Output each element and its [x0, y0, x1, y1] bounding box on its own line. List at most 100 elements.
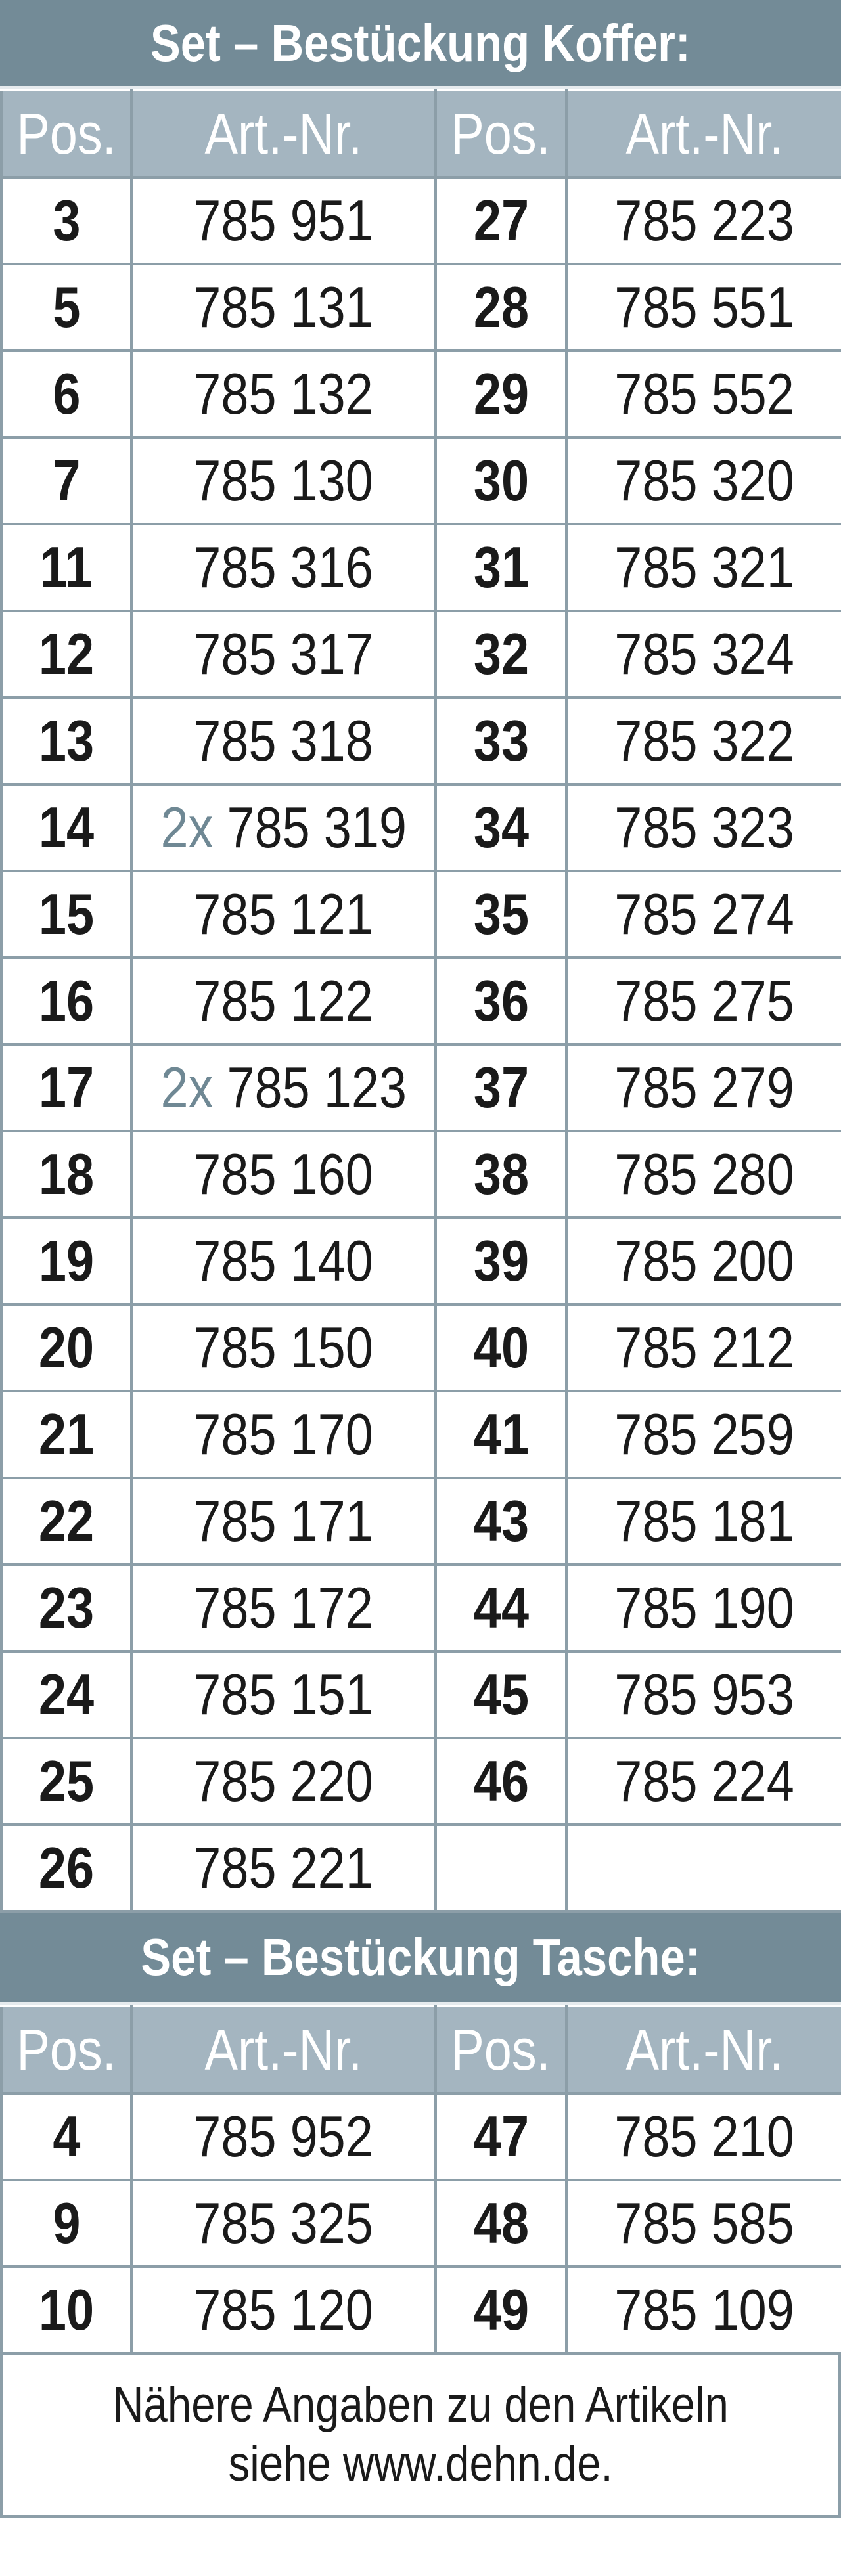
- pos-cell: 32: [434, 610, 568, 699]
- pos-cell: 43: [434, 1477, 568, 1566]
- pos-cell: 13: [0, 696, 133, 786]
- art-nr-cell: 785 200: [565, 1216, 841, 1306]
- pos-cell: 29: [434, 349, 568, 439]
- table-row: 22 785 171 43 785 181: [0, 1477, 841, 1566]
- art-nr-cell: 785 130: [130, 436, 437, 525]
- pos-cell: 36: [434, 956, 568, 1046]
- pos-cell: 26: [0, 1823, 133, 1913]
- table-row: 9 785 325 48 785 585: [0, 2179, 841, 2268]
- pos-cell: 30: [434, 436, 568, 525]
- koffer-title: Set – Bestückung Koffer:: [0, 0, 841, 89]
- pos-cell: 7: [0, 436, 133, 525]
- art-nr-cell: 785 316: [130, 523, 437, 612]
- table-row: 5 785 131 28 785 551: [0, 263, 841, 352]
- pos-cell: 15: [0, 870, 133, 959]
- pos-cell: 31: [434, 523, 568, 612]
- table-row: 14 2x 785 319 34 785 323: [0, 783, 841, 872]
- art-nr-cell: 785 280: [565, 1130, 841, 1219]
- header-row: Pos. Art.-Nr. Pos. Art.-Nr.: [0, 89, 841, 179]
- pos-cell: 46: [434, 1737, 568, 1826]
- pos-cell: 14: [0, 783, 133, 872]
- pos-cell: 33: [434, 696, 568, 786]
- pos-cell: 49: [434, 2265, 568, 2355]
- pos-cell: 3: [0, 176, 133, 265]
- pos-cell: 40: [434, 1303, 568, 1392]
- art-nr-cell: 785 325: [130, 2179, 437, 2268]
- table-row: 4 785 952 47 785 210: [0, 2092, 841, 2181]
- table-row: 16 785 122 36 785 275: [0, 956, 841, 1046]
- pos-cell: 5: [0, 263, 133, 352]
- header-pos: Pos.: [434, 89, 568, 179]
- art-nr-cell: 785 150: [130, 1303, 437, 1392]
- footer-note: Nähere Angaben zu den Artikeln siehe www…: [0, 2355, 841, 2518]
- art-nr-cell: 785 190: [565, 1563, 841, 1653]
- pos-cell: 9: [0, 2179, 133, 2268]
- art-nr-cell: 785 952: [130, 2092, 437, 2181]
- koffer-table: Pos. Art.-Nr. Pos. Art.-Nr. 3 785 951 27 78…: [0, 89, 841, 1913]
- art-nr-cell: 785 223: [565, 176, 841, 265]
- art-nr-cell: 785 212: [565, 1303, 841, 1392]
- header-art-nr: Art.-Nr.: [130, 2005, 437, 2095]
- art-nr-cell: 785 140: [130, 1216, 437, 1306]
- pos-cell: 11: [0, 523, 133, 612]
- pos-cell: 41: [434, 1390, 568, 1479]
- art-nr-cell: 785 220: [130, 1737, 437, 1826]
- pos-cell: 16: [0, 956, 133, 1046]
- table-row: 11 785 316 31 785 321: [0, 523, 841, 612]
- table-row: 13 785 318 33 785 322: [0, 696, 841, 786]
- pos-cell: 17: [0, 1043, 133, 1132]
- art-nr-cell: 785 951: [130, 176, 437, 265]
- art-nr-cell: 785 181: [565, 1477, 841, 1566]
- table-row: 21 785 170 41 785 259: [0, 1390, 841, 1479]
- pos-cell: 19: [0, 1216, 133, 1306]
- pos-cell: 37: [434, 1043, 568, 1132]
- table-row: 6 785 132 29 785 552: [0, 349, 841, 439]
- header-art-nr: Art.-Nr.: [565, 89, 841, 179]
- table-row: 23 785 172 44 785 190: [0, 1563, 841, 1653]
- pos-cell: 35: [434, 870, 568, 959]
- pos-cell: 47: [434, 2092, 568, 2181]
- art-nr-cell: 785 160: [130, 1130, 437, 1219]
- art-nr-cell: 2x 785 319: [130, 783, 437, 872]
- table-row: 19 785 140 39 785 200: [0, 1216, 841, 1306]
- pos-cell: [434, 1823, 568, 1913]
- art-nr-cell: [565, 1823, 841, 1913]
- pos-cell: 20: [0, 1303, 133, 1392]
- pos-cell: 45: [434, 1650, 568, 1739]
- table-row: 24 785 151 45 785 953: [0, 1650, 841, 1739]
- art-nr-cell: 785 170: [130, 1390, 437, 1479]
- table-row: 10 785 120 49 785 109: [0, 2265, 841, 2355]
- art-nr-cell: 785 259: [565, 1390, 841, 1479]
- header-art-nr: Art.-Nr.: [130, 89, 437, 179]
- table-row: 25 785 220 46 785 224: [0, 1737, 841, 1826]
- pos-cell: 21: [0, 1390, 133, 1479]
- table-row: 15 785 121 35 785 274: [0, 870, 841, 959]
- art-nr-cell: 785 953: [565, 1650, 841, 1739]
- art-nr-cell: 785 317: [130, 610, 437, 699]
- tasche-title: Set – Bestückung Tasche:: [0, 1913, 841, 2005]
- art-nr-cell: 785 151: [130, 1650, 437, 1739]
- art-nr-cell: 785 324: [565, 610, 841, 699]
- art-nr-cell: 785 323: [565, 783, 841, 872]
- art-nr-cell: 785 585: [565, 2179, 841, 2268]
- art-nr-cell: 785 321: [565, 523, 841, 612]
- header-art-nr: Art.-Nr.: [565, 2005, 841, 2095]
- art-nr-cell: 785 120: [130, 2265, 437, 2355]
- art-nr-cell: 785 274: [565, 870, 841, 959]
- pos-cell: 6: [0, 349, 133, 439]
- art-nr-cell: 785 132: [130, 349, 437, 439]
- pos-cell: 12: [0, 610, 133, 699]
- art-nr-cell: 785 318: [130, 696, 437, 786]
- art-nr-cell: 785 279: [565, 1043, 841, 1132]
- pos-cell: 48: [434, 2179, 568, 2268]
- art-nr-cell: 785 221: [130, 1823, 437, 1913]
- art-nr-cell: 785 320: [565, 436, 841, 525]
- pos-cell: 10: [0, 2265, 133, 2355]
- header-row: Pos. Art.-Nr. Pos. Art.-Nr.: [0, 2005, 841, 2095]
- art-nr-cell: 785 109: [565, 2265, 841, 2355]
- pos-cell: 44: [434, 1563, 568, 1653]
- header-pos: Pos.: [0, 89, 133, 179]
- pos-cell: 27: [434, 176, 568, 265]
- art-nr-cell: 785 131: [130, 263, 437, 352]
- pos-cell: 38: [434, 1130, 568, 1219]
